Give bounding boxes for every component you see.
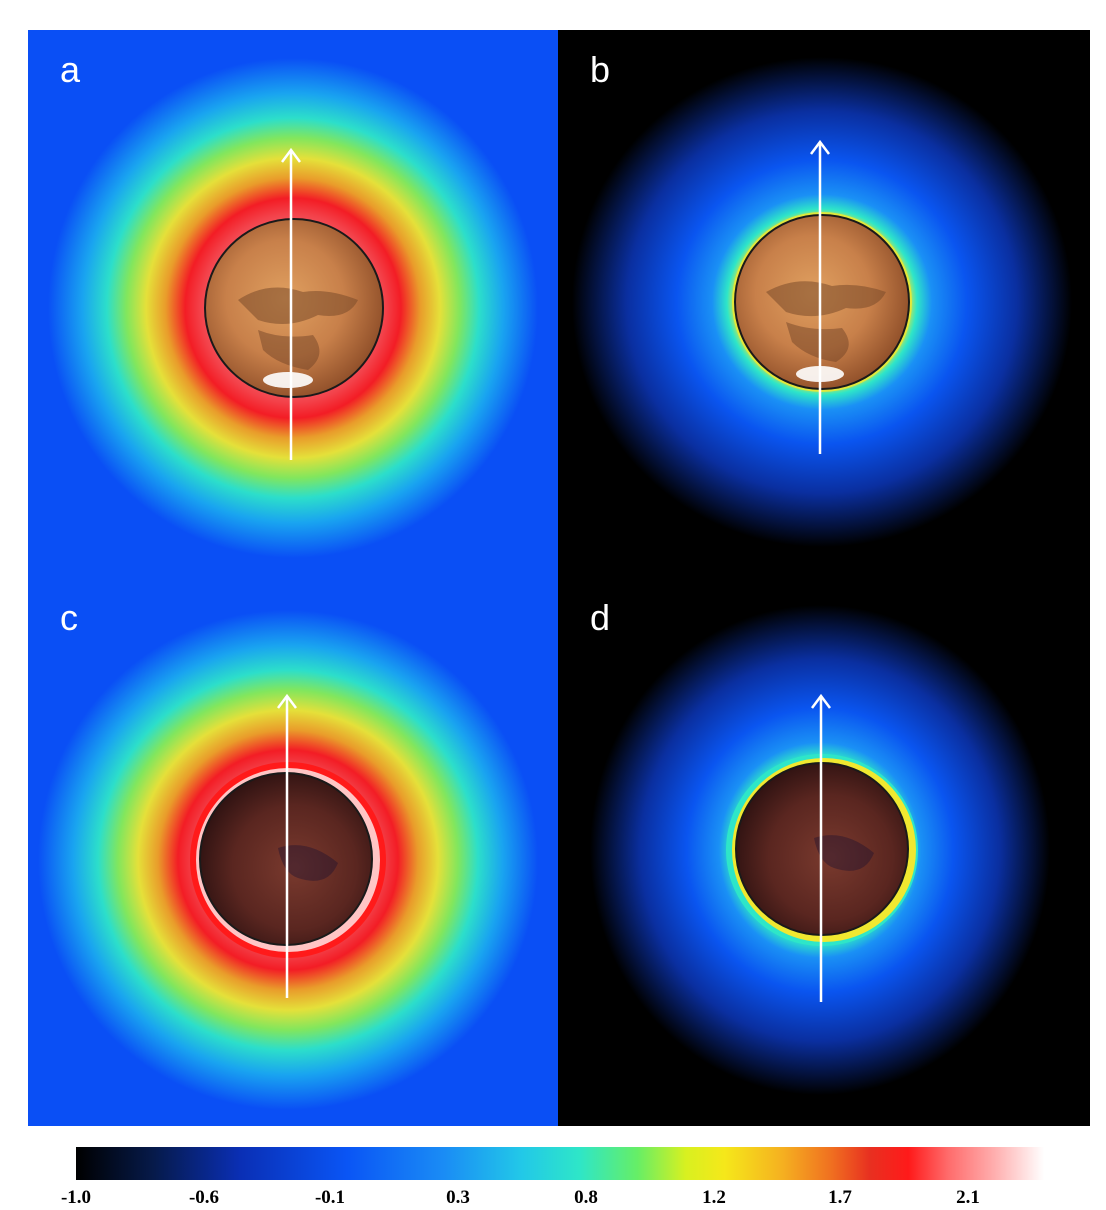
panel-c: c [28,578,558,1126]
colorbar-tick-label: -0.1 [314,1187,346,1208]
colorbar-tick-label: 0.3 [446,1187,470,1208]
colorbar [76,1147,1044,1180]
colorbar-tick-label: 1.7 [828,1187,852,1208]
panel-d: d [558,578,1090,1126]
panel-label-c: c [60,597,78,638]
panel-label-d: d [590,597,611,638]
panel-label-a: a [60,49,81,90]
colorbar-tick-label: 0.8 [574,1187,598,1208]
panel-c-image [38,610,538,1110]
colorbar-tick-label: -0.6 [188,1187,220,1208]
panel-label-b: b [590,49,611,90]
panel-a-image [48,58,538,558]
colorbar-tick-label: 2.1 [956,1187,980,1208]
panel-b-image [572,57,1072,547]
panel-a: a [28,30,558,578]
panel-b: b [558,30,1090,578]
colorbar-tick-label: -1.0 [60,1187,92,1208]
colorbar-tick-label: 1.2 [702,1187,726,1208]
panel-d-image [590,605,1050,1095]
